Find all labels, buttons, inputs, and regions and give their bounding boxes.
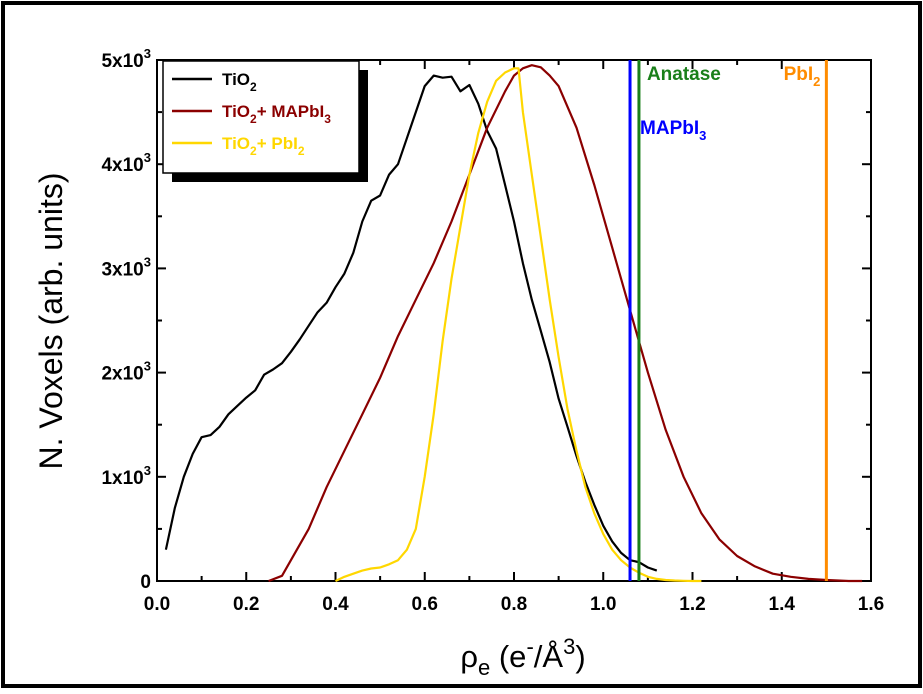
series-line-1 bbox=[268, 64, 863, 583]
y-tick-label-base: 1x10 bbox=[101, 468, 143, 489]
legend-label-sub: 2 bbox=[250, 80, 257, 94]
x-axis-title: ρe (e-/Å3) bbox=[460, 634, 585, 680]
x-title-sup1: - bbox=[526, 634, 533, 659]
series-line-0 bbox=[164, 74, 658, 572]
legend-label-text: TiO bbox=[222, 70, 250, 89]
reference-label-0: MAPbI3 bbox=[640, 118, 706, 143]
y-tick-label-sup: 3 bbox=[144, 463, 151, 478]
legend-label-1: TiO2+ MAPbI3 bbox=[222, 102, 331, 126]
reference-label-text: Anatase bbox=[647, 64, 721, 85]
legend-label-sub: 2 bbox=[250, 112, 257, 126]
legend-label-sub: 3 bbox=[324, 112, 331, 126]
reference-label-sub: 2 bbox=[813, 74, 820, 89]
y-tick-label-base: 0 bbox=[140, 572, 151, 593]
y-tick-label-base: 2x10 bbox=[101, 364, 143, 385]
x-tick-label: 1.2 bbox=[679, 594, 705, 615]
y-tick-label: 5x103 bbox=[101, 46, 151, 72]
y-axis-title: N. Voxels (arb. units) bbox=[33, 173, 69, 470]
x-tick-label: 1.0 bbox=[590, 594, 616, 615]
legend-label-text: + MAPbI bbox=[257, 102, 325, 121]
y-tick-label: 4x103 bbox=[101, 150, 151, 176]
reference-label-sub: 3 bbox=[699, 128, 706, 143]
y-tick-label: 0 bbox=[140, 572, 151, 593]
legend-label-sub: 2 bbox=[298, 144, 305, 158]
x-tick-label: 0.4 bbox=[322, 594, 349, 615]
y-tick-label-sup: 3 bbox=[144, 150, 151, 165]
y-tick-label-base: 5x10 bbox=[101, 51, 143, 72]
reference-label-1: Anatase bbox=[647, 64, 721, 85]
x-title-mid: /Å bbox=[534, 639, 564, 674]
x-tick-label: 0.2 bbox=[233, 594, 259, 615]
reference-label-text: MAPbI bbox=[640, 118, 699, 139]
x-tick-label: 1.4 bbox=[769, 594, 796, 615]
x-tick-label: 0.6 bbox=[412, 594, 438, 615]
x-title-sub: e bbox=[478, 655, 490, 680]
legend-label-text: TiO bbox=[222, 102, 250, 121]
series-line-2 bbox=[335, 67, 702, 583]
y-tick-label: 3x103 bbox=[101, 254, 151, 280]
plot-area: 0.0 0.2 0.4 0.6 0.8 1.0 1.2 1.4 1.601x1032x1033x… bbox=[101, 46, 884, 615]
reference-label-text: PbI bbox=[784, 64, 814, 85]
y-tick-label-sup: 3 bbox=[144, 46, 151, 61]
legend-label-text: TiO bbox=[222, 134, 250, 153]
x-title-sup2: 3 bbox=[563, 634, 575, 659]
y-tick-label: 2x103 bbox=[101, 359, 151, 385]
x-title-rest: (e bbox=[490, 639, 526, 674]
x-tick-label: 0.8 bbox=[501, 594, 527, 615]
legend-label-2: TiO2+ PbI2 bbox=[222, 134, 305, 158]
y-tick-label: 1x103 bbox=[101, 463, 151, 489]
legend-label-0: TiO2 bbox=[222, 70, 257, 94]
y-tick-label-base: 3x10 bbox=[101, 259, 143, 280]
x-title-main: ρ bbox=[460, 639, 478, 674]
legend-label-text: + PbI bbox=[257, 134, 298, 153]
x-tick-label: 0.0 bbox=[144, 594, 170, 615]
y-tick-label-sup: 3 bbox=[144, 254, 151, 269]
x-title-end: ) bbox=[575, 639, 585, 674]
y-tick-label-base: 4x10 bbox=[101, 155, 143, 176]
x-tick-label: 1.6 bbox=[858, 594, 884, 615]
y-tick-label-sup: 3 bbox=[144, 359, 151, 374]
reference-label-2: PbI2 bbox=[784, 64, 821, 89]
legend-label-sub: 2 bbox=[250, 144, 257, 158]
